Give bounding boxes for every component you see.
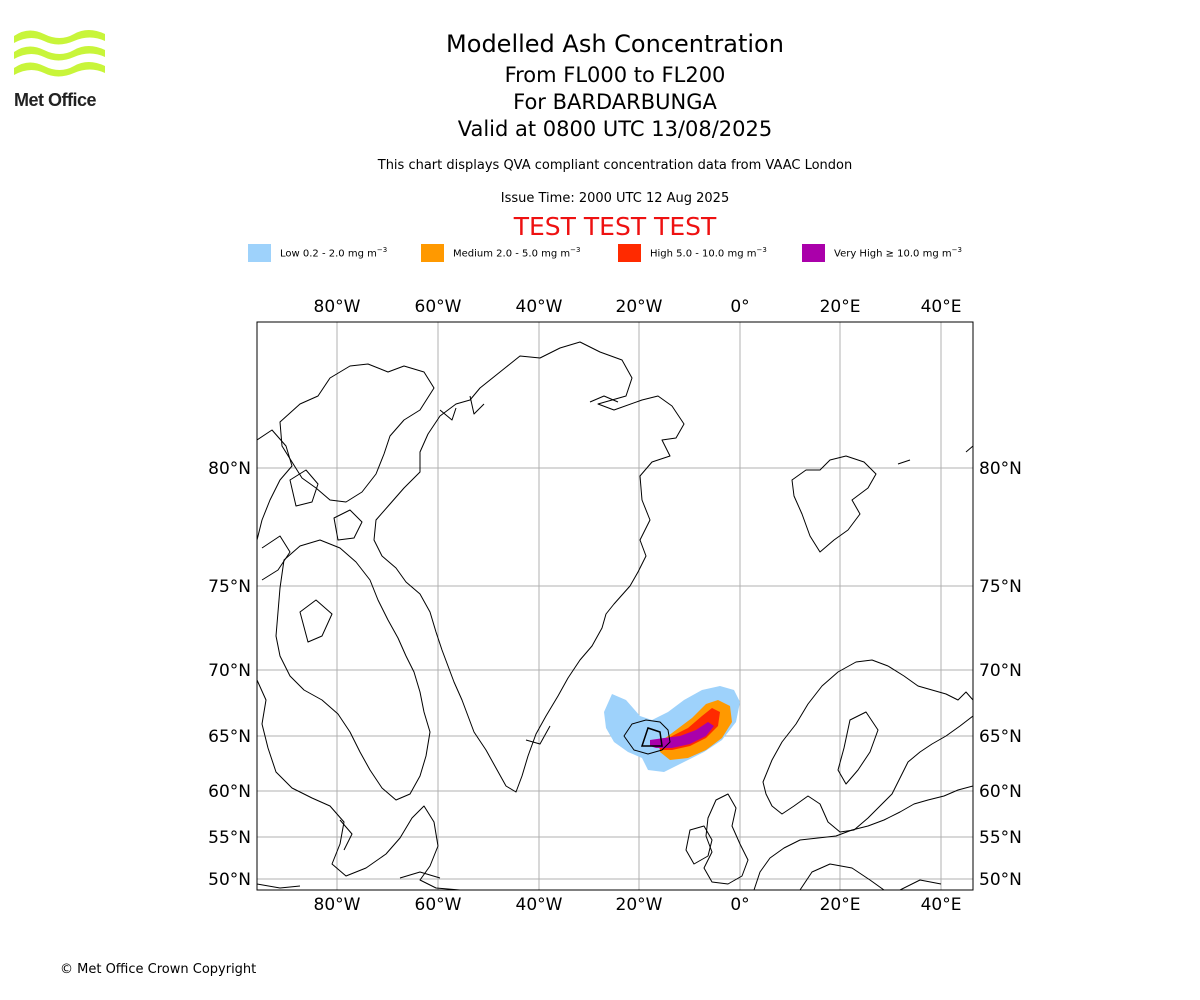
lon-label-top: 40°E [921,297,962,317]
met-office-logo: Met Office [12,28,112,116]
lat-label-left: 50°N [208,870,251,890]
lon-label-bottom: 60°W [415,895,462,915]
lon-labels-top: 80°W 60°W 40°W 20°W 0° 20°E 40°E [314,297,962,317]
ellesmere-coast [279,363,435,503]
lon-label-top: 40°W [516,297,563,317]
flight-levels: From FL000 to FL200 [504,63,726,87]
chart-title: Modelled Ash Concentration [446,30,784,58]
coastlines [257,341,973,890]
legend-item-high: High 5.0 - 10.0 mg m−3 [618,243,767,263]
logo-text: Met Office [14,90,97,110]
ash-very-high-area [650,722,714,748]
lat-label-right: 50°N [979,870,1022,890]
lat-label-right: 60°N [979,782,1022,802]
lon-label-top: 0° [730,297,749,317]
lon-labels-bottom: 80°W 60°W 40°W 20°W 0° 20°E 40°E [314,895,962,915]
legend-item-low: Low 0.2 - 2.0 mg m−3 [248,243,387,263]
lat-label-right: 75°N [979,577,1022,597]
lon-label-bottom: 80°W [314,895,361,915]
lat-label-left: 80°N [208,459,251,479]
ireland-coast [685,825,713,865]
svalbard-coast [791,455,877,553]
legend-label-low: Low 0.2 - 2.0 mg m [280,248,377,260]
copyright: © Met Office Crown Copyright [60,962,257,977]
lon-label-top: 20°E [820,297,861,317]
volcano-area-outline [640,727,663,747]
greenland-coast [373,341,685,793]
lon-label-top: 80°W [314,297,361,317]
lon-label-bottom: 40°E [921,895,962,915]
valid-time: Valid at 0800 UTC 13/08/2025 [457,117,773,141]
map-frame [256,321,974,891]
europe-coast [753,785,973,890]
lat-label-left: 55°N [208,828,251,848]
lon-label-bottom: 20°W [616,895,663,915]
lon-label-top: 20°W [616,297,663,317]
chart-description: This chart displays QVA compliant concen… [377,158,853,173]
iceland-coast [623,719,671,755]
lon-label-bottom: 20°E [820,895,861,915]
lat-label-right: 80°N [979,459,1022,479]
legend-item-very-high: Very High ≥ 10.0 mg m−3 [802,243,962,263]
lat-labels-left: 80°N 75°N 70°N 65°N 60°N 55°N 50°N [208,459,251,890]
legend: Low 0.2 - 2.0 mg m−3 Medium 2.0 - 5.0 mg… [0,243,1200,265]
gridlines [257,322,973,890]
ash-plume [604,686,740,772]
lat-label-right: 55°N [979,828,1022,848]
legend-label-high: High 5.0 - 10.0 mg m [650,248,757,260]
hudson-labrador-coast [257,679,461,890]
lat-label-right: 70°N [979,661,1022,681]
scandinavia-coast [762,659,973,833]
lat-label-left: 65°N [208,727,251,747]
lat-label-left: 75°N [208,577,251,597]
lon-label-bottom: 0° [730,895,749,915]
lat-label-left: 60°N [208,782,251,802]
legend-item-medium: Medium 2.0 - 5.0 mg m−3 [421,243,580,263]
lat-label-right: 65°N [979,727,1022,747]
map-content [257,322,973,890]
baffin-coast [275,539,431,801]
legend-swatch-low [248,244,271,262]
issue-time: Issue Time: 2000 UTC 12 Aug 2025 [500,191,730,206]
test-banner: TEST TEST TEST [513,212,717,241]
met-office-wave-logo-icon [14,30,105,77]
legend-label-very-high: Very High ≥ 10.0 mg m [834,248,952,260]
lat-label-left: 70°N [208,661,251,681]
legend-swatch-medium [421,244,444,262]
lon-label-top: 60°W [415,297,462,317]
legend-swatch-very-high [802,244,825,262]
britain-coast [703,793,749,885]
legend-label-medium: Medium 2.0 - 5.0 mg m [453,248,571,260]
lat-labels-right: 80°N 75°N 70°N 65°N 60°N 55°N 50°N [979,459,1022,890]
legend-swatch-high [618,244,641,262]
volcano-name: For BARDARBUNGA [513,90,717,114]
lon-label-bottom: 40°W [516,895,563,915]
